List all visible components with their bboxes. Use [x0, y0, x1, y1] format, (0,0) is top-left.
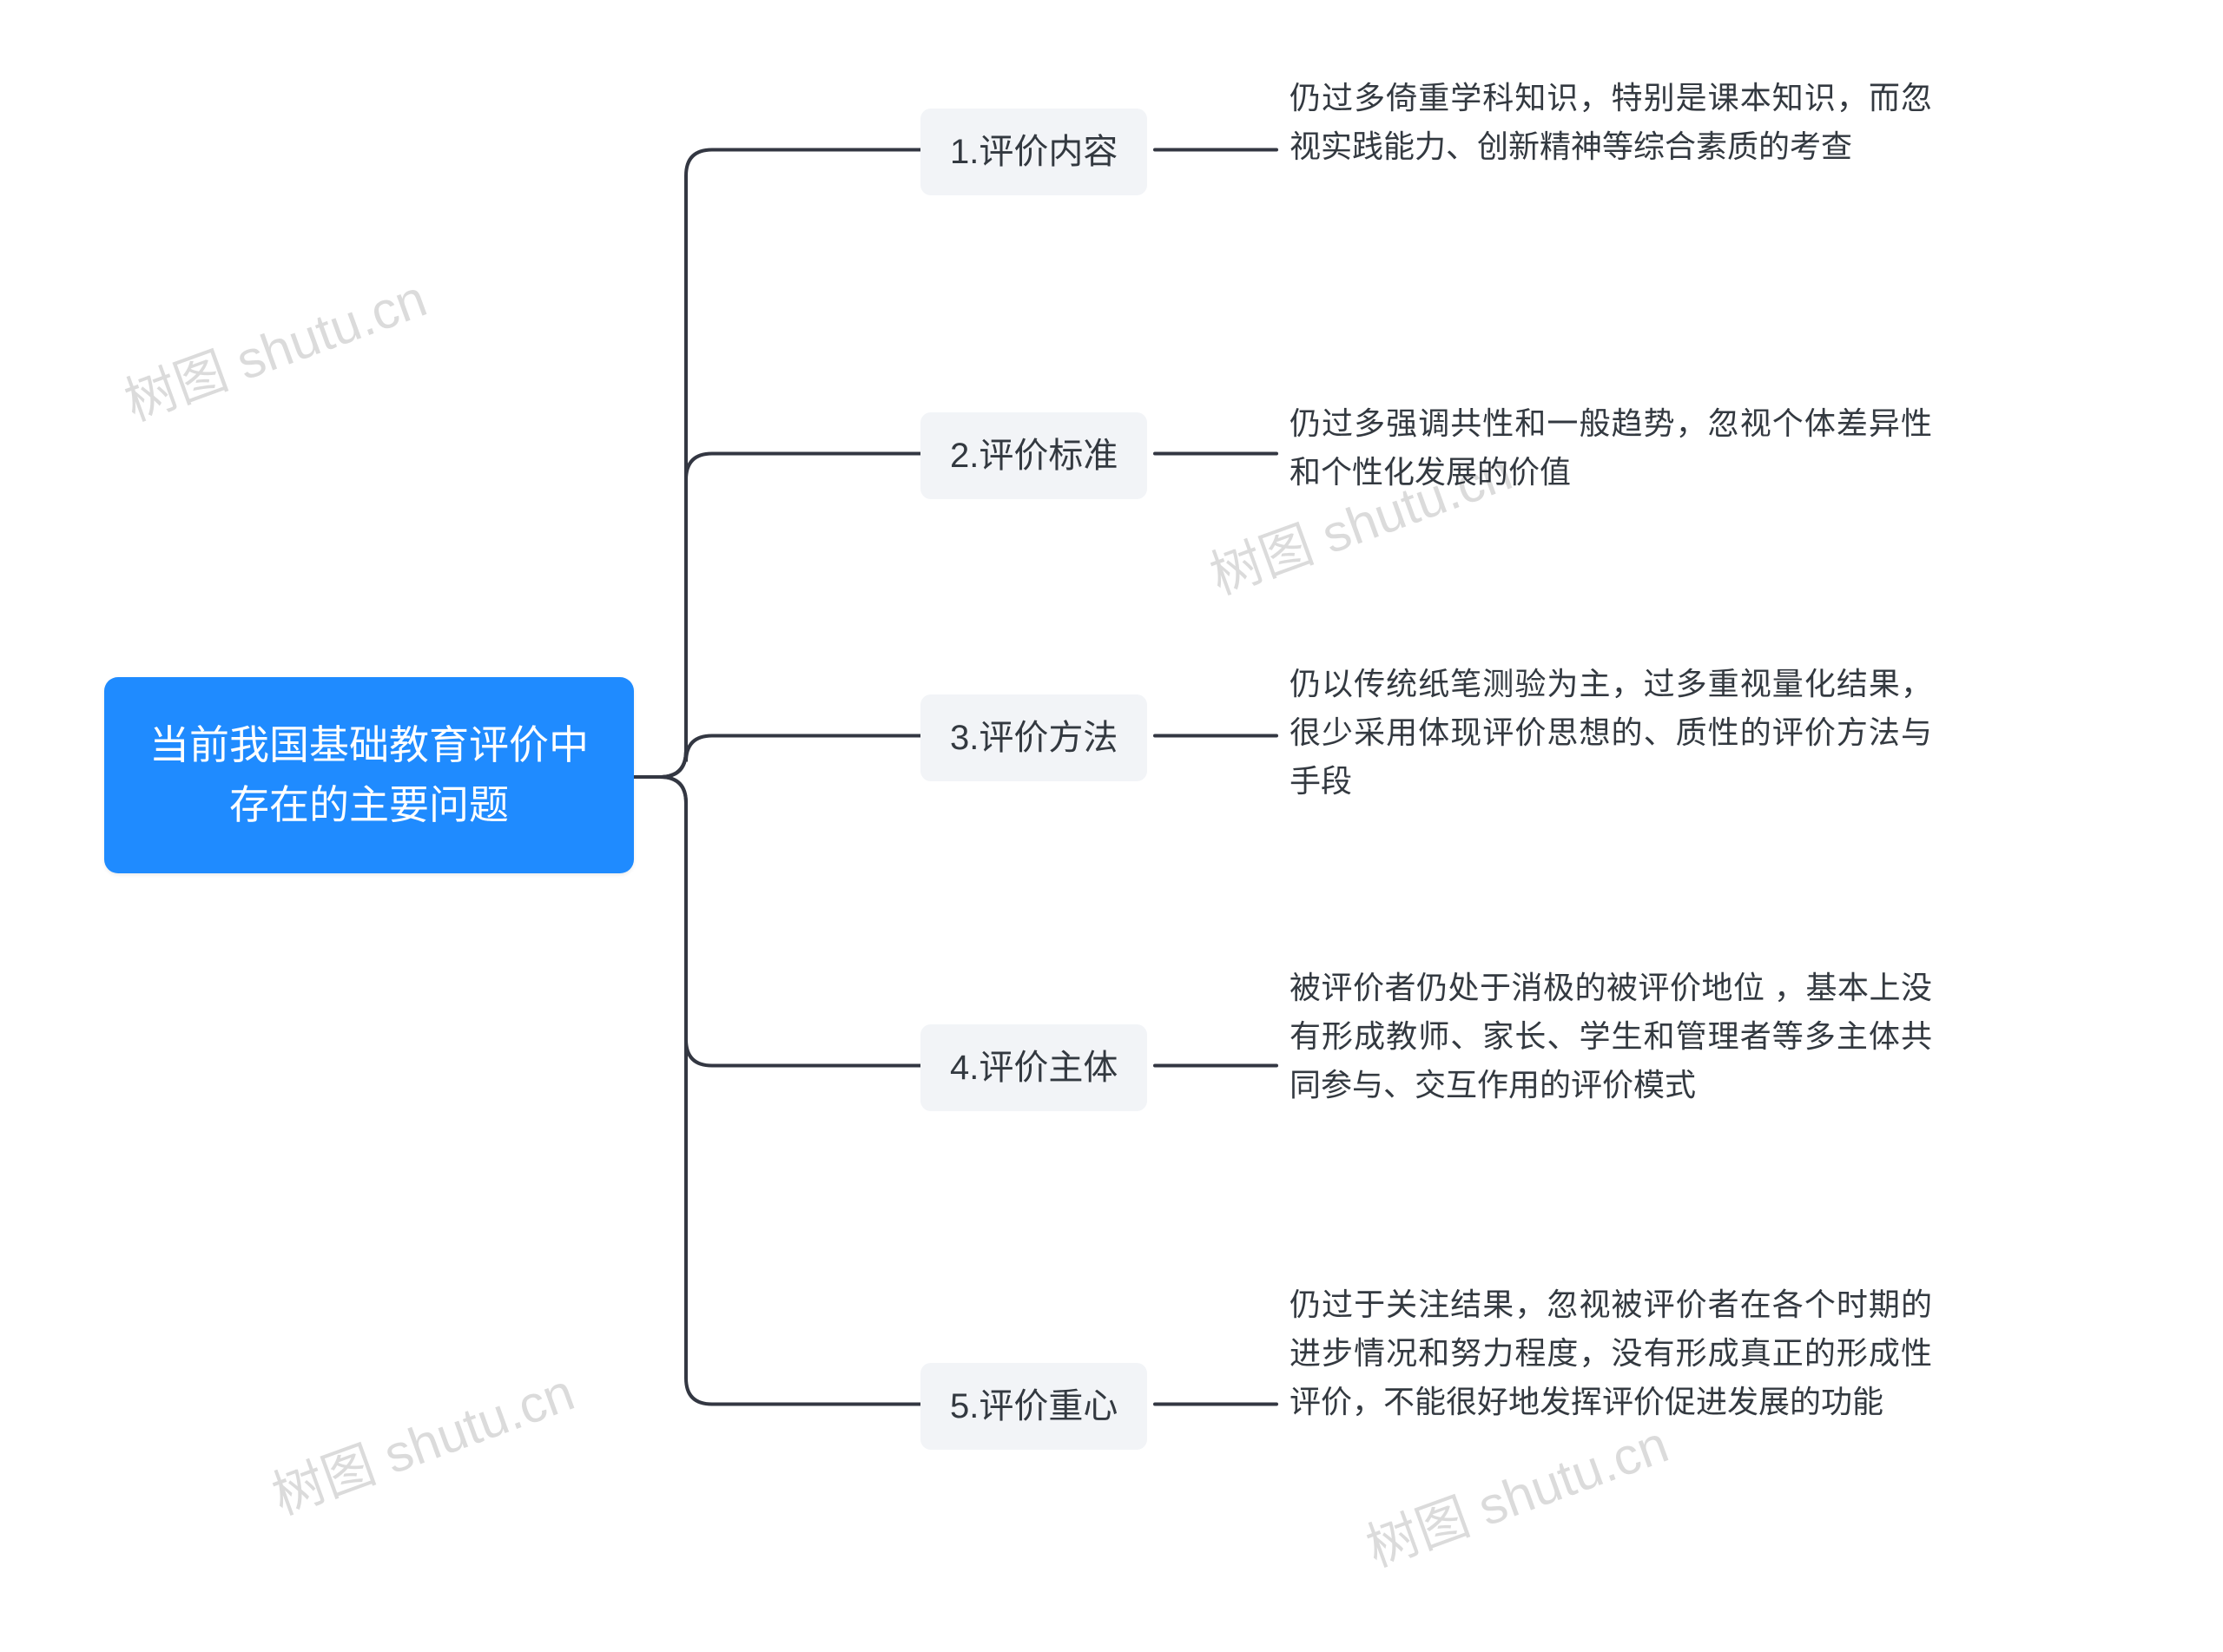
root-node[interactable]: 当前我国基础教育评价中存在的主要问题: [104, 677, 634, 873]
leaf-node-5: 仍过于关注结果，忽视被评价者在各个时期的进步情况和努力程度，没有形成真正的形成性…: [1290, 1280, 1932, 1425]
branch-node-5[interactable]: 5.评价重心: [920, 1363, 1147, 1450]
watermark: 树图 shutu.cn: [261, 1351, 583, 1530]
mindmap-canvas: 当前我国基础教育评价中存在的主要问题 1.评价内容 仍过多倚重学科知识，特别是课本知…: [0, 0, 2223, 1652]
root-text-line2: 存在的主要问题: [229, 782, 509, 827]
watermark: 树图 shutu.cn: [1355, 1403, 1677, 1582]
watermark: 树图 shutu.cn: [113, 257, 435, 436]
root-text-line1: 当前我国基础教育评价中: [149, 722, 589, 767]
leaf-node-3: 仍以传统纸笔测验为主，过多重视量化结果，很少采用体现评价思想的、质性的评价方法与…: [1290, 660, 1932, 805]
branch-node-1[interactable]: 1.评价内容: [920, 109, 1147, 195]
leaf-node-4: 被评价者仍处于消极的被评价地位 ，基本上没有形成教师、家长、学生和管理者等多主体…: [1290, 964, 1932, 1109]
leaf-node-1: 仍过多倚重学科知识，特别是课本知识，而忽视实践能力、创新精神等综合素质的考查: [1290, 74, 1932, 171]
branch-node-4[interactable]: 4.评价主体: [920, 1024, 1147, 1111]
branch-node-2[interactable]: 2.评价标准: [920, 412, 1147, 499]
branch-node-3[interactable]: 3.评价方法: [920, 694, 1147, 781]
leaf-node-2: 仍过多强调共性和一般趋势，忽视个体差异性和个性化发展的价值: [1290, 399, 1932, 497]
